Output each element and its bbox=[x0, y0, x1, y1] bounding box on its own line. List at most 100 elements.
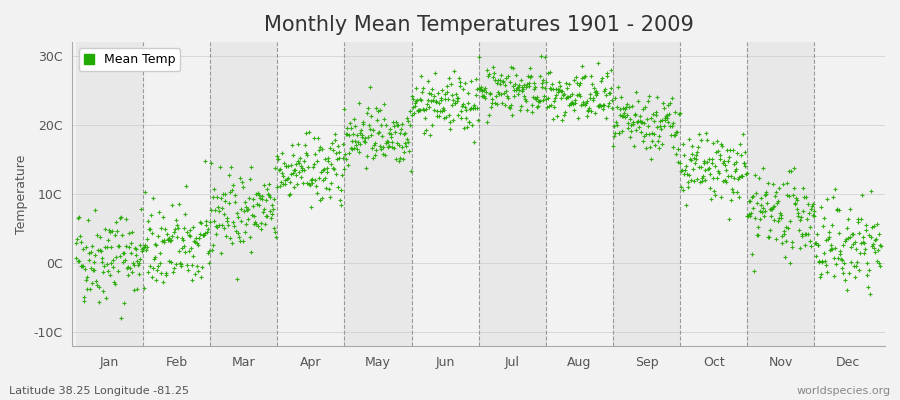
Point bbox=[329, 156, 344, 162]
Point bbox=[234, 218, 248, 224]
Point bbox=[610, 104, 625, 110]
Point bbox=[540, 104, 554, 110]
Point bbox=[678, 171, 692, 177]
Point bbox=[375, 144, 390, 150]
Point bbox=[620, 112, 634, 118]
Point bbox=[328, 171, 343, 178]
Point bbox=[719, 167, 733, 174]
Point bbox=[793, 244, 807, 251]
Point bbox=[769, 189, 783, 195]
Point bbox=[256, 206, 271, 212]
Point bbox=[78, 276, 93, 283]
Point bbox=[490, 101, 504, 108]
Point bbox=[870, 221, 885, 227]
Point bbox=[318, 174, 332, 181]
Point bbox=[292, 169, 306, 175]
Point bbox=[726, 175, 741, 181]
Point bbox=[705, 156, 719, 162]
Point bbox=[296, 166, 310, 173]
Point bbox=[347, 122, 362, 129]
Point bbox=[670, 159, 685, 165]
Point bbox=[487, 70, 501, 76]
Point bbox=[120, 264, 134, 271]
Point bbox=[90, 281, 104, 288]
Point bbox=[301, 152, 315, 158]
Point bbox=[86, 243, 100, 249]
Point bbox=[854, 240, 868, 246]
Point bbox=[284, 170, 298, 177]
Point bbox=[98, 244, 112, 250]
Point bbox=[304, 176, 319, 182]
Point bbox=[628, 112, 643, 118]
Point bbox=[74, 239, 88, 245]
Point bbox=[725, 189, 740, 196]
Point bbox=[123, 240, 138, 246]
Point bbox=[162, 235, 176, 242]
Point bbox=[419, 101, 434, 107]
Point bbox=[82, 250, 96, 256]
Point bbox=[382, 130, 396, 136]
Point bbox=[601, 100, 616, 106]
Point bbox=[314, 146, 328, 152]
Point bbox=[181, 266, 195, 273]
Point bbox=[449, 94, 464, 101]
Point bbox=[344, 144, 358, 151]
Point bbox=[130, 286, 145, 292]
Point bbox=[101, 237, 115, 244]
Point bbox=[316, 177, 330, 184]
Point bbox=[541, 95, 555, 101]
Point bbox=[434, 96, 448, 103]
Point bbox=[148, 241, 162, 247]
Point bbox=[218, 198, 232, 204]
Point bbox=[654, 126, 669, 132]
Point bbox=[411, 107, 426, 114]
Point bbox=[638, 104, 652, 110]
Point bbox=[698, 130, 713, 136]
Point bbox=[486, 74, 500, 81]
Point bbox=[335, 172, 349, 178]
Point bbox=[382, 126, 397, 132]
Point bbox=[516, 86, 530, 92]
Point bbox=[576, 100, 590, 107]
Point bbox=[328, 136, 342, 143]
Point bbox=[271, 156, 285, 162]
Point bbox=[413, 107, 428, 113]
Point bbox=[539, 78, 554, 85]
Point bbox=[406, 96, 420, 102]
Point bbox=[527, 95, 542, 101]
Point bbox=[439, 114, 454, 120]
Point bbox=[247, 221, 261, 228]
Point bbox=[264, 215, 278, 221]
Point bbox=[320, 158, 335, 164]
Point bbox=[84, 249, 98, 256]
Point bbox=[873, 263, 887, 269]
Point bbox=[146, 265, 160, 271]
Point bbox=[180, 262, 194, 268]
Point bbox=[356, 119, 371, 125]
Point bbox=[346, 116, 361, 122]
Point bbox=[688, 151, 703, 158]
Point bbox=[315, 194, 329, 201]
Point bbox=[394, 126, 409, 133]
Point bbox=[829, 261, 843, 267]
Point bbox=[518, 96, 532, 102]
Point bbox=[626, 121, 641, 128]
Point bbox=[775, 233, 789, 239]
Point bbox=[608, 94, 622, 101]
Point bbox=[459, 115, 473, 122]
Point bbox=[213, 195, 228, 202]
Point bbox=[330, 143, 345, 150]
Point bbox=[591, 103, 606, 110]
Point bbox=[326, 165, 340, 171]
Point bbox=[835, 270, 850, 276]
Point bbox=[323, 145, 338, 151]
Point bbox=[464, 78, 478, 84]
Point bbox=[760, 234, 775, 240]
Point bbox=[603, 90, 617, 96]
Point bbox=[601, 103, 616, 109]
Point bbox=[870, 247, 885, 253]
Point bbox=[154, 270, 168, 276]
Point bbox=[87, 266, 102, 273]
Point bbox=[369, 147, 383, 153]
Point bbox=[712, 170, 726, 176]
